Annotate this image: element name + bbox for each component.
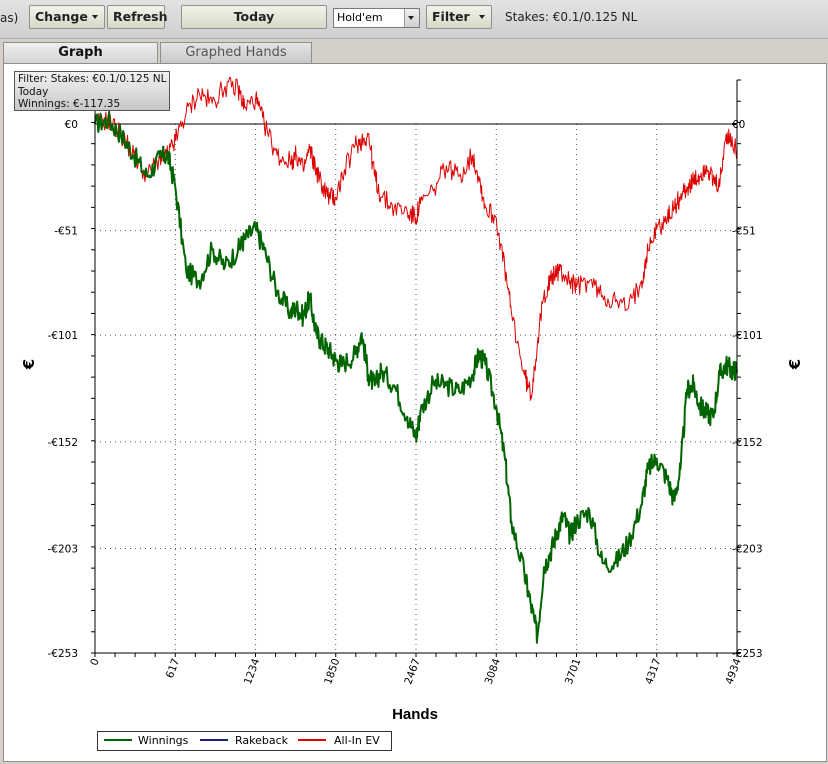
- change-button-label: Change: [35, 9, 88, 24]
- x-axis-label: Hands: [392, 706, 438, 723]
- graph-panel: €0 €0 -€51 -€51 -€101 -€101 -€152 -€152 -€203 -€2…: [3, 63, 827, 762]
- series-line-winnings: [94, 110, 738, 644]
- tab-graph-label: Graph: [58, 45, 103, 60]
- y-tick-label-left: -€51: [54, 226, 78, 238]
- y-tick-label-right: -€203: [732, 543, 763, 555]
- legend-winnings: Winnings: [138, 734, 189, 747]
- game-select[interactable]: Hold'em: [333, 8, 420, 28]
- x-tick-label: 4317: [643, 657, 663, 686]
- legend-allin: All-In EV: [334, 734, 380, 747]
- refresh-button[interactable]: Refresh: [107, 5, 168, 29]
- tab-graphed-hands-label: Graphed Hands: [185, 45, 287, 60]
- today-button-label: Today: [233, 9, 275, 24]
- x-tick-label: 3084: [483, 657, 504, 687]
- y-axis-label-left: €: [20, 359, 38, 370]
- y-tick-label-right: -€101: [732, 330, 763, 342]
- x-tick-label: 617: [164, 657, 182, 680]
- y-tick-label-right: -€152: [732, 437, 763, 449]
- series-line-all-in-ev: [94, 77, 738, 401]
- filter-info-text: Filter: Stakes: €0.1/0.125 NL: [18, 73, 167, 85]
- change-button[interactable]: Change: [29, 5, 105, 29]
- y-tick-label-left: -€253: [47, 648, 78, 660]
- x-tick-label: 3701: [563, 657, 583, 686]
- tab-graph[interactable]: Graph: [3, 42, 158, 63]
- today-button[interactable]: Today: [181, 5, 327, 29]
- legend-swatch-winnings: [104, 739, 132, 741]
- chevron-down-icon: [479, 15, 485, 19]
- legend-swatch-rakeback: [200, 739, 228, 741]
- y-tick-label-right: -€51: [732, 226, 756, 238]
- x-tick-label: 1850: [322, 657, 342, 686]
- tab-graphed-hands[interactable]: Graphed Hands: [160, 42, 312, 63]
- stakes-label: Stakes: €0.1/0.125 NL: [505, 10, 638, 24]
- y-tick-label-left: -€203: [47, 543, 78, 555]
- x-tick-label: 2467: [402, 657, 422, 686]
- tab-bar: Graph Graphed Hands: [0, 39, 828, 63]
- legend-rakeback: Rakeback: [235, 734, 289, 747]
- toolbar-prefix-text: as): [0, 11, 19, 25]
- winnings-info-text: Winnings: €-117.35: [18, 98, 121, 110]
- filter-button-label: Filter: [432, 9, 470, 24]
- filter-info-box: Filter: Stakes: €0.1/0.125 NL Today Winn…: [14, 71, 170, 111]
- dropdown-arrow-icon[interactable]: [404, 9, 419, 27]
- toolbar: as) Change Refresh Today Hold'em Filter …: [0, 0, 828, 39]
- y-tick-label-right: -€253: [732, 648, 763, 660]
- x-tick-label: 4934: [723, 657, 744, 687]
- period-info-text: Today: [18, 85, 49, 98]
- x-tick-label: 0: [88, 657, 102, 667]
- x-tick-label: 1234: [242, 657, 263, 687]
- filter-button[interactable]: Filter: [426, 5, 492, 29]
- refresh-button-label: Refresh: [113, 9, 168, 24]
- y-tick-label-left: -€101: [47, 330, 78, 342]
- winnings-chart: €0 €0 -€51 -€51 -€101 -€101 -€152 -€152 -€203 -€2…: [20, 77, 804, 723]
- game-select-value: Hold'em: [337, 11, 383, 24]
- chevron-down-icon: [92, 15, 98, 19]
- y-tick-label-left: -€152: [47, 437, 78, 449]
- y-axis-label-right: €: [786, 359, 804, 370]
- chart-legend: Winnings Rakeback All-In EV: [97, 731, 392, 751]
- y-tick-label-left: €0: [65, 119, 78, 131]
- y-tick-label-right: €0: [732, 119, 745, 131]
- legend-swatch-allin: [298, 739, 326, 741]
